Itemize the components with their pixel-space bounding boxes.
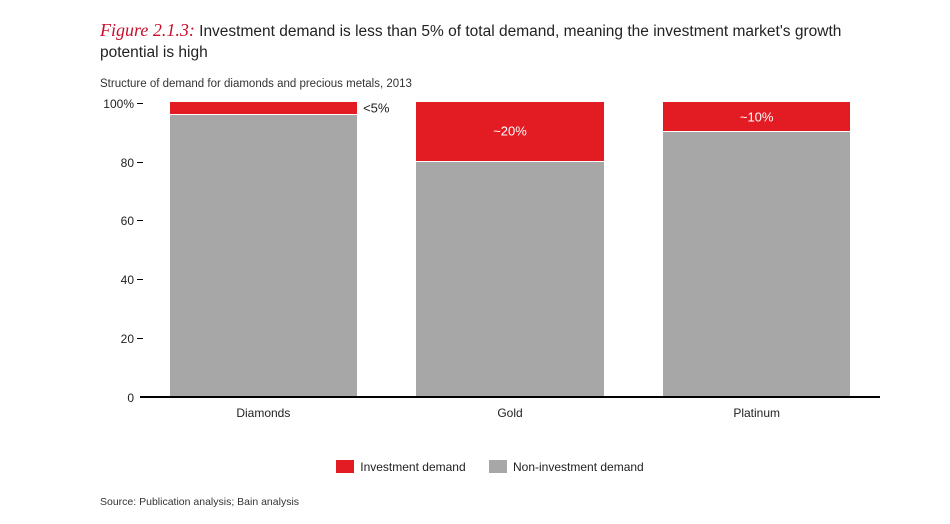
legend-item-investment: Investment demand: [336, 460, 465, 474]
y-tick-label: 0: [100, 391, 134, 405]
bars-container: <5%Diamonds~20%Gold~10%Platinum: [140, 104, 880, 398]
bar-slot: ~10%Platinum: [633, 104, 880, 398]
bar-gold: ~20%: [416, 102, 603, 396]
y-tick-label: 80: [100, 156, 134, 170]
chart-subtitle: Structure of demand for diamonds and pre…: [100, 78, 880, 90]
x-category-label: Gold: [387, 406, 634, 420]
bar-segment-investment: <5%: [170, 102, 357, 114]
source-line: Source: Publication analysis; Bain analy…: [100, 496, 880, 508]
y-tick-mark: [137, 279, 143, 280]
legend: Investment demand Non-investment demand: [100, 460, 880, 477]
bar-diamonds: <5%: [170, 102, 357, 396]
legend-item-noninvestment: Non-investment demand: [489, 460, 644, 474]
y-tick-mark: [137, 103, 143, 104]
plot-area: <5%Diamonds~20%Gold~10%Platinum 02040608…: [140, 104, 880, 398]
figure-title: Figure 2.1.3: Investment demand is less …: [100, 18, 880, 64]
bar-segment-non_investment: [416, 161, 603, 396]
y-tick-label: 60: [100, 214, 134, 228]
y-tick-mark: [137, 338, 143, 339]
bar-segment-investment: ~10%: [663, 102, 850, 131]
x-axis-baseline: [140, 396, 880, 398]
y-tick-label: 40: [100, 273, 134, 287]
legend-swatch-investment: [336, 460, 354, 473]
bar-data-label: <5%: [363, 100, 389, 115]
figure-label: Figure 2.1.3:: [100, 20, 195, 40]
bar-slot: <5%Diamonds: [140, 104, 387, 398]
bar-platinum: ~10%: [663, 102, 850, 396]
y-tick-label: 100%: [100, 97, 134, 111]
bar-data-label: ~10%: [663, 109, 850, 124]
chart: <5%Diamonds~20%Gold~10%Platinum 02040608…: [104, 98, 880, 428]
bar-segment-non_investment: [663, 131, 850, 396]
legend-label-investment: Investment demand: [360, 460, 465, 474]
bar-slot: ~20%Gold: [387, 104, 634, 398]
bar-segment-investment: ~20%: [416, 102, 603, 161]
figure-title-text: Investment demand is less than 5% of tot…: [100, 23, 841, 61]
bar-data-label: ~20%: [416, 124, 603, 139]
y-tick-mark: [137, 162, 143, 163]
legend-swatch-noninvestment: [489, 460, 507, 473]
bar-segment-non_investment: [170, 114, 357, 396]
x-category-label: Diamonds: [140, 406, 387, 420]
x-category-label: Platinum: [633, 406, 880, 420]
y-tick-mark: [137, 220, 143, 221]
y-tick-label: 20: [100, 332, 134, 346]
legend-label-noninvestment: Non-investment demand: [513, 460, 644, 474]
